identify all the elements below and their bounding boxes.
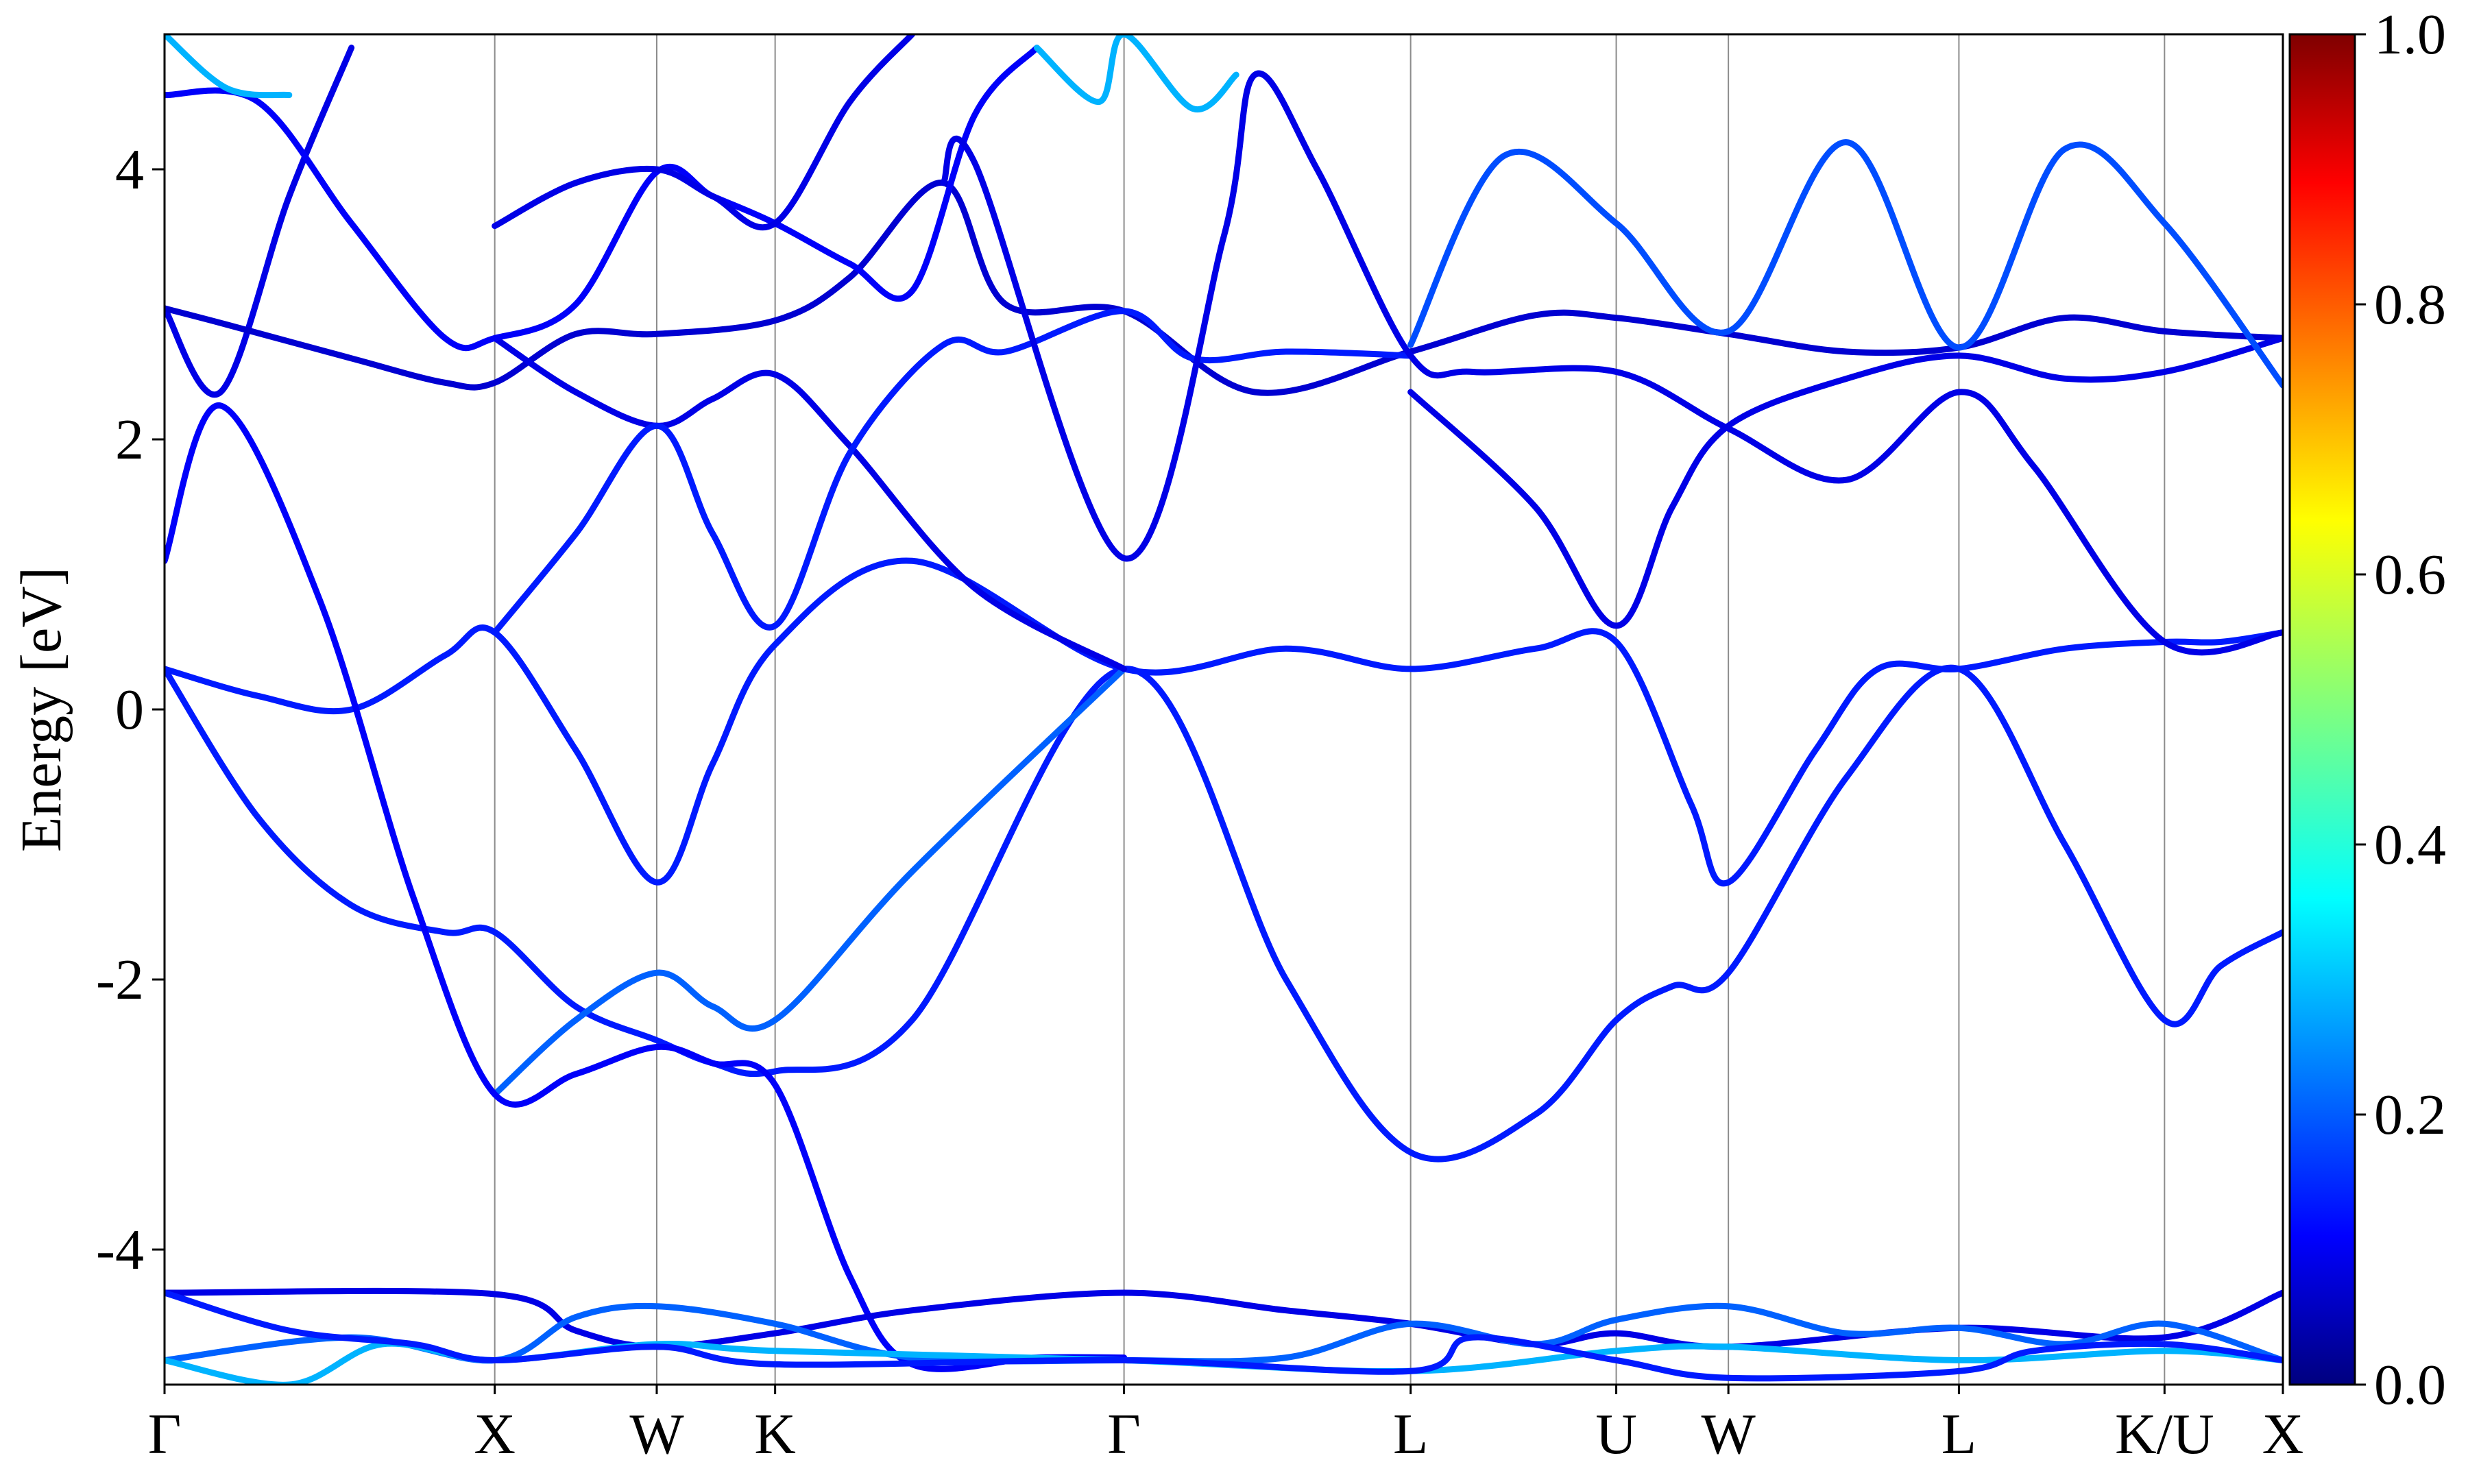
band-line [165,45,355,398]
band-line [165,34,293,99]
y-axis-label: Energy [eV] [10,567,73,852]
colorbar-tick-label: 0.4 [2374,813,2446,877]
colorbar-tick-label: 1.0 [2374,3,2446,66]
colorbar-tick-label: 0.0 [2374,1353,2446,1417]
band-line [1033,34,1239,113]
y-tick-label: 2 [115,408,144,472]
x-tick-label: W [629,1402,684,1466]
x-tick-label: X [2262,1402,2304,1466]
band-line [165,1289,2283,1382]
y-tick-label: 4 [115,138,144,202]
band-line [165,1287,2283,1350]
x-tick-label: X [474,1402,516,1466]
x-tick-label: U [1595,1402,1637,1466]
band-line [492,34,916,231]
band-line [165,180,2283,396]
x-tick-label: L [1393,1402,1428,1466]
y-tick-label: -4 [96,1218,144,1282]
band-line [165,557,2283,887]
x-tick-label: Γ [148,1402,182,1466]
band-line [492,308,1414,636]
band-line [165,402,1128,1372]
band-lines [165,34,2283,1385]
x-tick-label: L [1941,1402,1976,1466]
high-symmetry-lines [494,34,2166,1385]
band-line [1407,334,2283,629]
band-line [165,45,1040,352]
colorbar-ticks: 0.0 0.2 0.4 0.6 0.8 1.0 [2355,3,2446,1417]
x-tick-label: W [1701,1402,1756,1466]
band-line [940,70,2283,656]
y-tick-label: 0 [115,678,144,742]
colorbar [2288,33,2356,1386]
band-line [165,664,2283,1163]
x-tick-label: K [754,1402,796,1466]
y-axis-ticks: -4 -2 0 2 4 [96,138,165,1282]
x-tick-label: K/U [2115,1402,2214,1466]
band-line [492,334,1128,672]
y-tick-label: -2 [96,948,144,1012]
x-tick-label: Γ [1107,1402,1141,1466]
x-axis-ticks: Γ X W K Γ L U W L K/U X [148,1385,2304,1466]
band-line [1407,139,2283,389]
band-line [165,1302,2283,1365]
colorbar-tick-label: 0.8 [2374,273,2446,337]
band-line [492,666,1128,1097]
colorbar-tick-label: 0.2 [2374,1083,2446,1147]
colorbar-tick-label: 0.6 [2374,543,2446,607]
